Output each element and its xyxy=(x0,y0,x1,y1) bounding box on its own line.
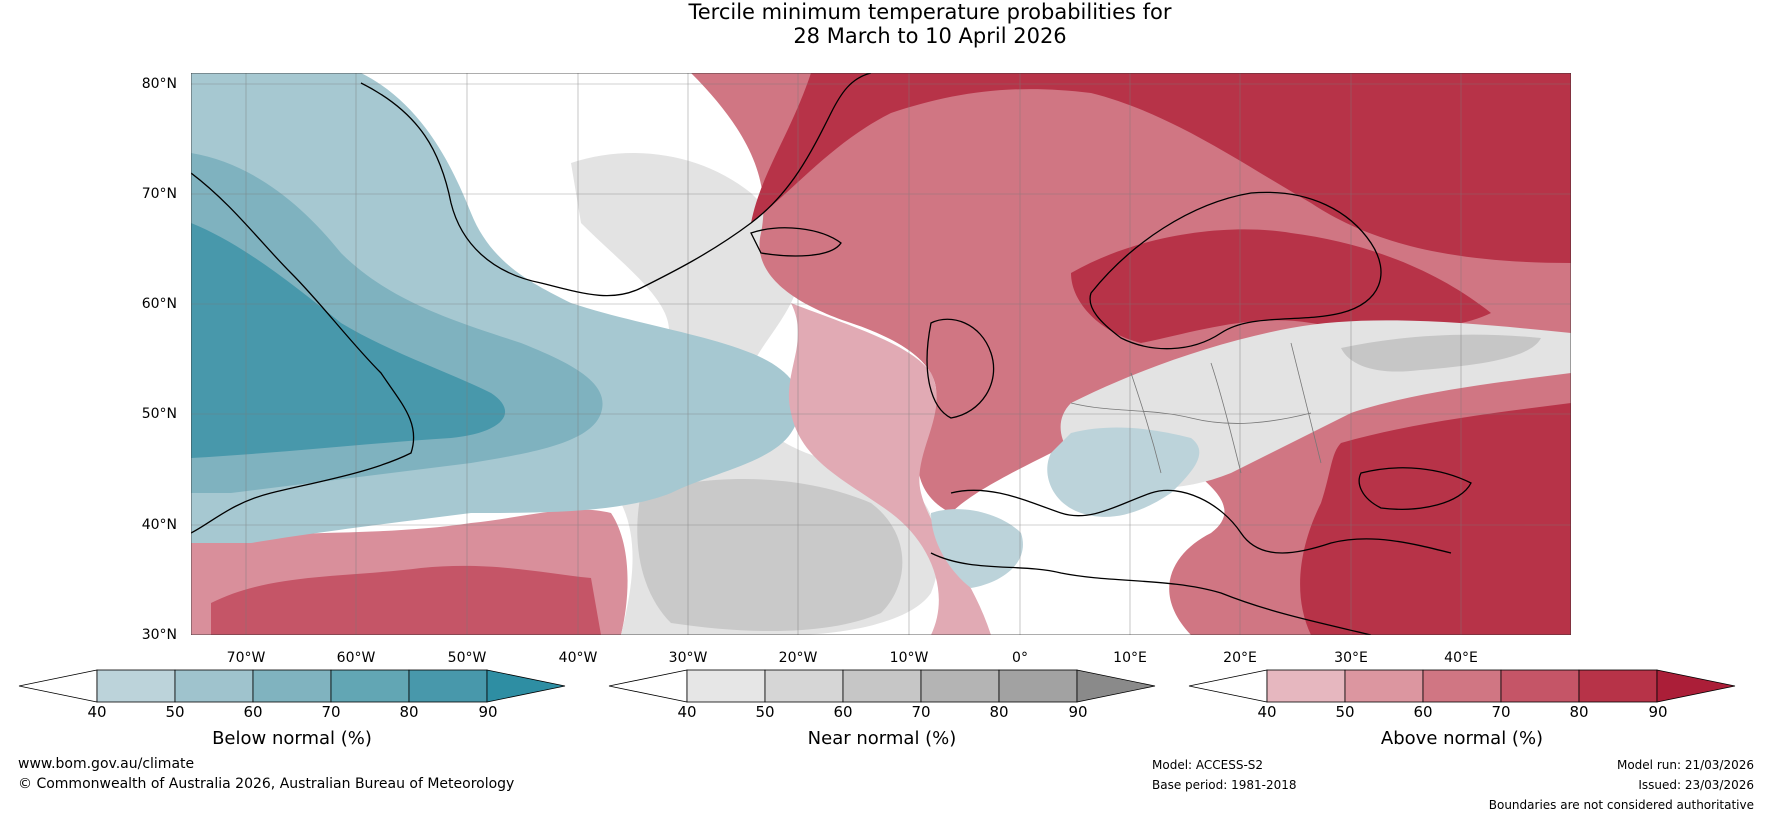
near-colorbar-segment xyxy=(686,669,766,703)
below-tick-40: 40 xyxy=(87,703,107,721)
country-borders xyxy=(1070,342,1322,474)
above-tick-90: 90 xyxy=(1648,703,1668,721)
graticule xyxy=(191,73,1571,635)
above-colorbar-segment xyxy=(1344,669,1424,703)
lon-tick-60w: 60°W xyxy=(336,650,376,666)
lat-tick-30n: 30°N xyxy=(141,627,177,643)
lon-tick-40e: 40°E xyxy=(1444,650,1478,666)
above-normal-core-scandinavia xyxy=(1071,229,1491,343)
below-tick-70: 70 xyxy=(321,703,341,721)
footer-copyright: © Commonwealth of Australia 2026, Austra… xyxy=(18,776,515,792)
above-normal-core-south-atlantic xyxy=(211,565,601,635)
title-line-1: Tercile minimum temperature probabilitie… xyxy=(688,0,1172,24)
lon-tick-20w: 20°W xyxy=(778,650,818,666)
below-colorbar-segment xyxy=(96,669,176,703)
below-tick-60: 60 xyxy=(243,703,263,721)
lon-tick-0: 0° xyxy=(1012,650,1028,666)
above-tick-60: 60 xyxy=(1413,703,1433,721)
near-colorbar-segment xyxy=(998,669,1078,703)
above-colorbar-min-extension xyxy=(1188,669,1268,703)
lon-tick-50w: 50°W xyxy=(447,650,487,666)
near-normal-core-atlantic xyxy=(637,479,903,632)
near-tick-50: 50 xyxy=(755,703,775,721)
footer-website: www.bom.gov.au/climate xyxy=(18,756,195,772)
coastline-scandinavia xyxy=(1089,191,1382,350)
lat-tick-60n: 60°N xyxy=(141,296,177,312)
lon-tick-20e: 20°E xyxy=(1223,650,1257,666)
near-tick-70: 70 xyxy=(911,703,931,721)
lon-tick-40w: 40°W xyxy=(558,650,598,666)
below-colorbar-max-extension xyxy=(486,669,566,703)
below-colorbar-segment xyxy=(330,669,410,703)
near-colorbar-segment xyxy=(920,669,1000,703)
title-line-2: 28 March to 10 April 2026 xyxy=(793,24,1067,48)
colorbar-label-below: Below normal (%) xyxy=(212,728,372,749)
coastline-europe-south xyxy=(950,489,1452,554)
below-colorbar-segment xyxy=(408,669,488,703)
footer-model-run: Model run: 21/03/2026 xyxy=(1616,758,1754,772)
near-colorbar-min-extension xyxy=(608,669,688,703)
lat-tick-80n: 80°N xyxy=(141,76,177,92)
near-colorbar-max-extension xyxy=(1076,669,1156,703)
lon-tick-70w: 70°W xyxy=(226,650,266,666)
above-tick-50: 50 xyxy=(1335,703,1355,721)
coastline-iceland xyxy=(750,227,842,257)
above-normal-core-north-east xyxy=(751,73,1571,263)
below-normal-region-europe xyxy=(1047,427,1200,517)
below-colorbar-segment xyxy=(174,669,254,703)
chart-title: Tercile minimum temperature probabilitie… xyxy=(0,0,1770,48)
coastline-north-america xyxy=(191,172,415,534)
near-colorbar-segment xyxy=(842,669,922,703)
above-colorbar-segment xyxy=(1578,669,1658,703)
near-tick-90: 90 xyxy=(1068,703,1088,721)
colorbar-label-near: Near normal (%) xyxy=(807,728,957,749)
coastlines xyxy=(191,73,1472,635)
coastline-africa xyxy=(930,552,1372,635)
footer-disclaimer: Boundaries are not considered authoritat… xyxy=(1488,798,1754,812)
above-normal-core-east xyxy=(1300,403,1571,635)
above-colorbar-segment xyxy=(1500,669,1580,703)
above-tick-40: 40 xyxy=(1257,703,1277,721)
above-colorbar-segment xyxy=(1422,669,1502,703)
near-normal-core-eastern-europe xyxy=(1341,334,1541,372)
below-normal-region-iberia xyxy=(931,509,1023,588)
lon-tick-10w: 10°W xyxy=(889,650,929,666)
below-tick-80: 80 xyxy=(399,703,419,721)
near-tick-40: 40 xyxy=(677,703,697,721)
lon-tick-30w: 30°W xyxy=(668,650,708,666)
above-colorbar-max-extension xyxy=(1656,669,1736,703)
above-tick-70: 70 xyxy=(1491,703,1511,721)
below-normal-core-west xyxy=(191,223,506,458)
coastline-black-sea xyxy=(1358,467,1472,510)
lat-tick-70n: 70°N xyxy=(141,186,177,202)
footer-model: Model: ACCESS-S2 xyxy=(1152,758,1264,772)
colorbar-label-above: Above normal (%) xyxy=(1380,728,1544,749)
near-colorbar-segment xyxy=(764,669,844,703)
below-tick-90: 90 xyxy=(478,703,498,721)
footer-issued: Issued: 23/03/2026 xyxy=(1638,778,1754,792)
above-tick-80: 80 xyxy=(1569,703,1589,721)
below-colorbar-segment xyxy=(252,669,332,703)
near-tick-60: 60 xyxy=(833,703,853,721)
below-tick-50: 50 xyxy=(165,703,185,721)
above-normal-light-band xyxy=(788,303,991,635)
lon-tick-10e: 10°E xyxy=(1113,650,1147,666)
lat-tick-40n: 40°N xyxy=(141,517,177,533)
coastline-greenland xyxy=(360,73,872,297)
lon-tick-30e: 30°E xyxy=(1334,650,1368,666)
colorbar-near-normal xyxy=(608,669,1156,703)
above-colorbar-segment xyxy=(1266,669,1346,703)
below-colorbar-min-extension xyxy=(18,669,98,703)
colorbar-above-normal xyxy=(1188,669,1736,703)
probability-map xyxy=(191,73,1571,635)
footer-base-period: Base period: 1981-2018 xyxy=(1152,778,1297,792)
near-tick-80: 80 xyxy=(989,703,1009,721)
colorbar-below-normal xyxy=(18,669,566,703)
lat-tick-50n: 50°N xyxy=(141,406,177,422)
coastline-british-isles xyxy=(926,318,995,419)
